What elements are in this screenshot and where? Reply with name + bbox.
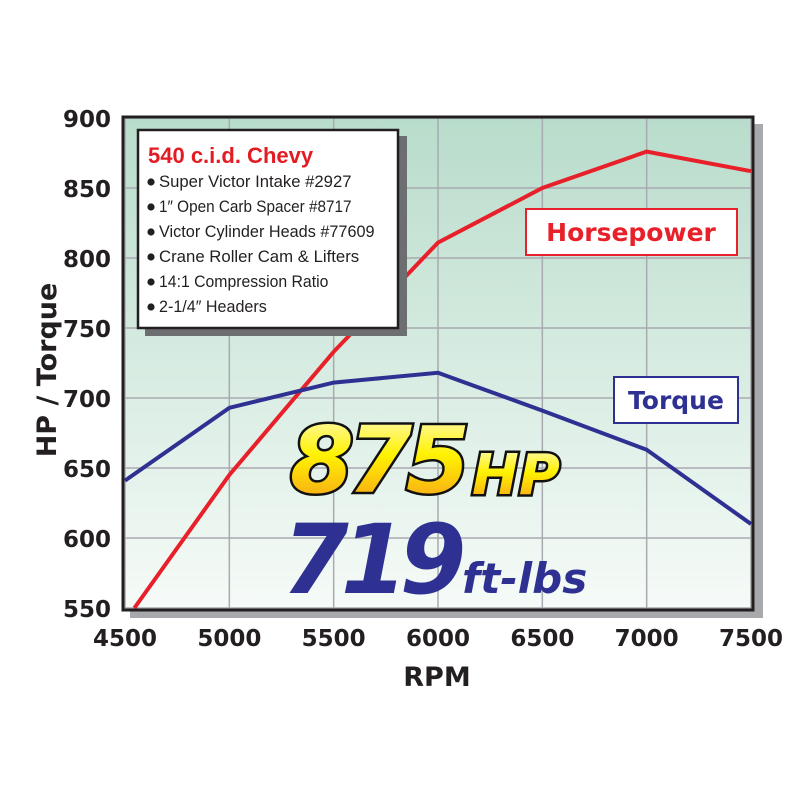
y-tick-label: 750: [63, 317, 111, 343]
x-tick-label: 5500: [302, 626, 366, 652]
x-tick-label: 4500: [93, 626, 157, 652]
y-tick-label: 850: [63, 177, 111, 203]
y-tick-label: 600: [63, 527, 111, 553]
y-tick-label: 900: [63, 107, 111, 133]
bullet-icon: [147, 253, 155, 261]
y-axis-label: HP / Torque: [32, 283, 63, 458]
hp-unit: HP: [472, 443, 560, 508]
y-tick-label: 800: [63, 247, 111, 273]
x-tick-label: 6500: [510, 626, 574, 652]
hp-value: 875: [290, 407, 466, 514]
x-tick-label: 7500: [719, 626, 783, 652]
bullet-icon: [147, 278, 155, 286]
spec-item: 1″ Open Carb Spacer #8717: [159, 198, 352, 216]
x-tick-label: 6000: [406, 626, 470, 652]
y-tick-label: 550: [63, 597, 111, 623]
torque-label-box: Torque: [613, 376, 739, 424]
bullet-icon: [147, 203, 155, 211]
spec-item: Victor Cylinder Heads #77609: [159, 223, 375, 241]
spec-box: 540 c.i.d. Chevy Super Victor Intake #29…: [136, 128, 407, 336]
y-tick-label: 700: [63, 387, 111, 413]
y-tick-label: 650: [63, 457, 111, 483]
x-axis-ticks: 4500 5000 5500 6000 6500 7000 7500: [93, 626, 783, 652]
torque-label: Torque: [628, 386, 724, 415]
x-axis-label: RPM: [403, 662, 470, 693]
bullet-icon: [147, 178, 155, 186]
series-lines: [123, 149, 753, 610]
torque-unit: ft-lbs: [462, 554, 587, 603]
horsepower-label-box: Horsepower: [525, 208, 738, 256]
spec-item: Super Victor Intake #2927: [159, 173, 352, 191]
y-axis-ticks: 550 600 650 700 750 800 850 900: [63, 107, 111, 623]
spec-item: 14:1 Compression Ratio: [159, 273, 328, 291]
plot-border: [121, 115, 755, 612]
bullet-icon: [147, 228, 155, 236]
spec-item: 2-1/4″ Headers: [159, 298, 267, 316]
x-tick-label: 5000: [197, 626, 261, 652]
spec-item: Crane Roller Cam & Lifters: [159, 248, 359, 266]
horsepower-label: Horsepower: [546, 218, 716, 247]
bullet-icon: [147, 303, 155, 311]
torque-value: 719: [282, 504, 463, 616]
x-tick-label: 7000: [615, 626, 679, 652]
spec-title: 540 c.i.d. Chevy: [148, 143, 314, 168]
